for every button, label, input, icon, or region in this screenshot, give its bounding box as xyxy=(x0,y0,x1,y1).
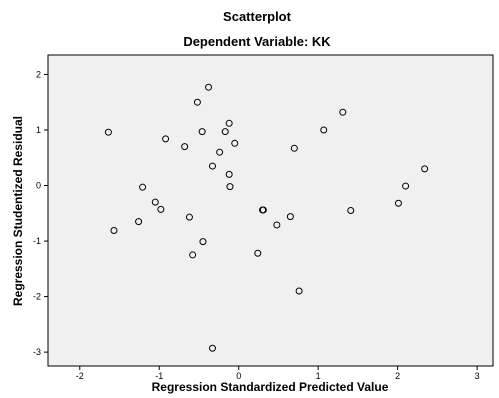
x-tick-label: 3 xyxy=(475,371,480,381)
data-point xyxy=(208,162,216,170)
data-point xyxy=(189,251,197,259)
data-point xyxy=(135,218,143,226)
y-tick-label: -3 xyxy=(33,347,41,357)
data-point xyxy=(198,128,206,136)
y-tick-label: -1 xyxy=(33,236,41,246)
data-point xyxy=(193,98,201,106)
data-point xyxy=(231,139,239,147)
data-point xyxy=(225,170,233,178)
data-points xyxy=(104,83,429,352)
y-tick-label: 0 xyxy=(36,181,41,191)
y-tick-label: -2 xyxy=(33,292,41,302)
data-point xyxy=(157,205,165,213)
x-axis-label: Regression Standardized Predicted Value xyxy=(152,380,389,394)
data-point xyxy=(421,165,429,173)
y-tick-label: 2 xyxy=(36,69,41,79)
data-point xyxy=(162,135,170,143)
y-tick-label: 1 xyxy=(36,125,41,135)
data-point xyxy=(139,183,147,191)
y-axis-ticks: -3 -2 -1 0 1 2 xyxy=(33,69,48,357)
data-point xyxy=(295,287,303,295)
data-point xyxy=(402,182,410,190)
x-tick-label: -1 xyxy=(155,371,163,381)
x-tick-label: -2 xyxy=(76,371,84,381)
data-point xyxy=(320,126,328,134)
data-point xyxy=(347,207,355,214)
data-point xyxy=(104,128,112,136)
data-point xyxy=(208,344,216,352)
y-axis-label: Regression Studentized Residual xyxy=(11,116,25,306)
data-point xyxy=(394,199,402,207)
data-point xyxy=(273,221,281,229)
x-axis-ticks: -2 -1 0 1 2 3 xyxy=(76,366,480,381)
data-point xyxy=(286,213,294,221)
data-point xyxy=(110,226,118,234)
x-tick-label: 2 xyxy=(395,371,400,381)
data-point xyxy=(181,143,189,151)
data-point xyxy=(221,128,229,136)
data-point xyxy=(259,206,267,214)
x-tick-label: 1 xyxy=(316,371,321,381)
data-point xyxy=(339,108,347,116)
data-point xyxy=(205,83,213,91)
chart-title: Scatterplot xyxy=(223,9,292,24)
chart-subtitle: Dependent Variable: KK xyxy=(183,34,331,49)
data-point xyxy=(216,148,224,156)
data-point xyxy=(225,119,233,127)
data-point xyxy=(226,183,234,191)
data-point xyxy=(199,238,207,246)
data-point xyxy=(151,198,159,206)
data-point xyxy=(254,249,262,257)
data-point xyxy=(185,213,193,221)
x-tick-label: 0 xyxy=(236,371,241,381)
plot-area xyxy=(47,54,494,367)
data-point xyxy=(290,144,298,152)
